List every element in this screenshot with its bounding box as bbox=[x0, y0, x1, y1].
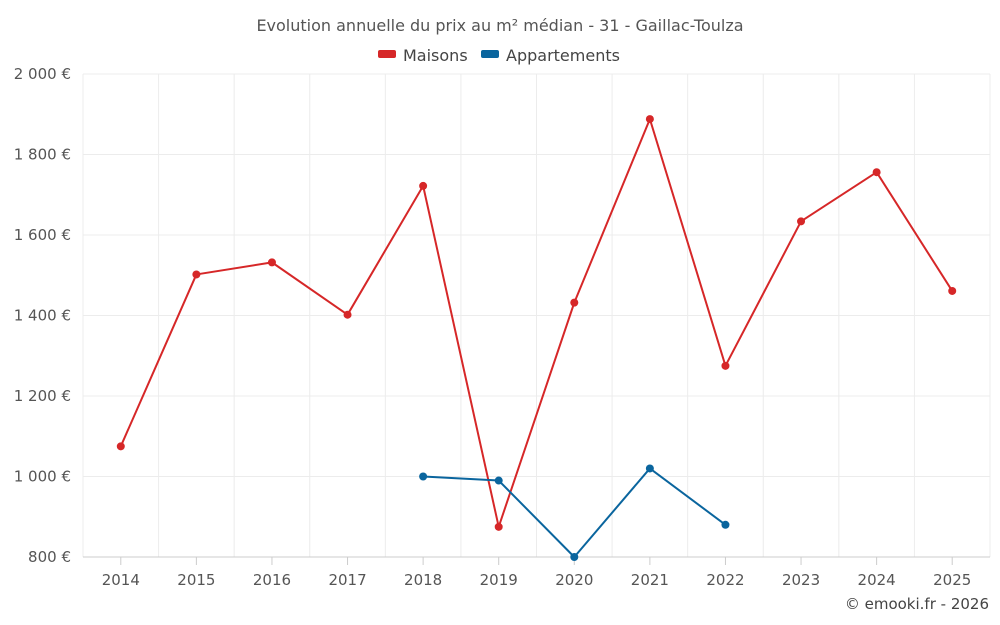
y-tick-label: 2 000 € bbox=[14, 65, 71, 83]
x-tick-label: 2022 bbox=[706, 571, 744, 589]
x-tick-label: 2018 bbox=[404, 571, 442, 589]
x-tick-label: 2021 bbox=[631, 571, 669, 589]
x-tick-label: 2015 bbox=[177, 571, 215, 589]
series-line-appartements bbox=[423, 467, 727, 558]
x-tick-label: 2023 bbox=[782, 571, 820, 589]
legend-swatch-appartements bbox=[481, 50, 499, 58]
data-point-maisons[interactable] bbox=[192, 270, 201, 279]
data-point-appartements[interactable] bbox=[419, 472, 428, 481]
data-point-maisons[interactable] bbox=[645, 115, 654, 124]
y-tick-label: 1 000 € bbox=[14, 468, 71, 486]
data-point-maisons[interactable] bbox=[797, 217, 806, 226]
credit-text: © emooki.fr - 2026 bbox=[845, 595, 989, 613]
data-point-maisons[interactable] bbox=[948, 286, 957, 295]
y-tick-label: 1 600 € bbox=[14, 226, 71, 244]
data-point-maisons[interactable] bbox=[267, 258, 276, 267]
x-tick-label: 2019 bbox=[480, 571, 518, 589]
y-tick-label: 800 € bbox=[28, 548, 71, 566]
data-point-appartements[interactable] bbox=[721, 520, 730, 529]
data-point-maisons[interactable] bbox=[570, 298, 579, 307]
data-point-appartements[interactable] bbox=[570, 553, 579, 561]
chart-title: Evolution annuelle du prix au m² médian … bbox=[256, 16, 743, 35]
x-tick-label: 2025 bbox=[933, 571, 971, 589]
legend-label-maisons[interactable]: Maisons bbox=[403, 46, 468, 65]
legend-swatch-maisons bbox=[378, 50, 396, 58]
data-point-maisons[interactable] bbox=[343, 310, 352, 319]
data-point-maisons[interactable] bbox=[116, 442, 125, 451]
legend-label-appartements[interactable]: Appartements bbox=[506, 46, 620, 65]
x-tick-label: 2014 bbox=[102, 571, 140, 589]
grid bbox=[82, 73, 991, 558]
data-point-appartements[interactable] bbox=[494, 476, 503, 485]
data-point-maisons[interactable] bbox=[721, 361, 730, 370]
y-tick-label: 1 400 € bbox=[14, 307, 71, 325]
series-line-maisons bbox=[119, 118, 954, 528]
x-tick-label: 2024 bbox=[858, 571, 896, 589]
x-tick-label: 2016 bbox=[253, 571, 291, 589]
data-point-maisons[interactable] bbox=[419, 181, 428, 190]
legend: Maisons Appartements bbox=[378, 46, 620, 65]
data-point-maisons[interactable] bbox=[872, 168, 881, 177]
y-tick-label: 1 200 € bbox=[14, 387, 71, 405]
x-tick-label: 2020 bbox=[555, 571, 593, 589]
series-layer bbox=[116, 115, 957, 561]
y-tick-label: 1 800 € bbox=[14, 146, 71, 164]
x-tick-label: 2017 bbox=[328, 571, 366, 589]
axes: 800 € 1 000 € 1 200 € 1 400 € 1 600 € 1 800 €… bbox=[14, 65, 990, 589]
data-point-maisons[interactable] bbox=[494, 522, 503, 531]
data-point-appartements[interactable] bbox=[645, 464, 654, 473]
